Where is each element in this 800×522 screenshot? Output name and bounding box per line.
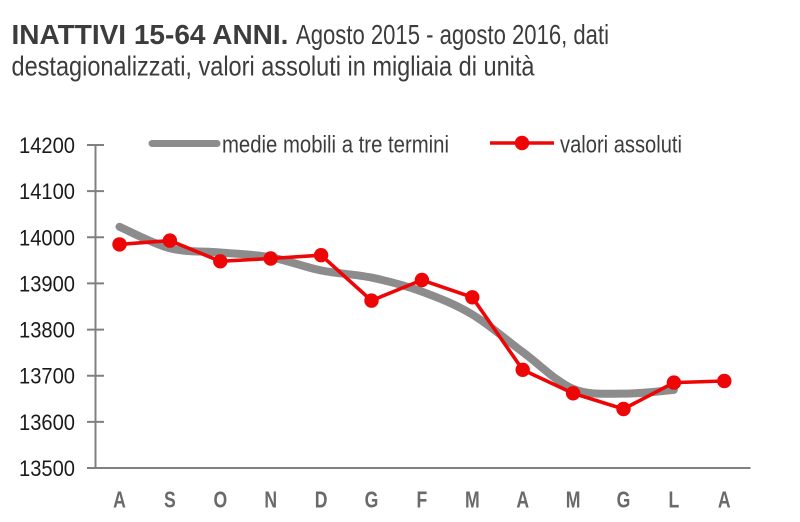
svg-text:valori assoluti: valori assoluti: [560, 132, 682, 159]
svg-text:A: A: [516, 487, 529, 513]
svg-text:14100: 14100: [19, 179, 75, 204]
svg-text:S: S: [164, 487, 176, 513]
svg-text:14000: 14000: [19, 225, 75, 250]
svg-text:A: A: [718, 487, 731, 513]
svg-text:13900: 13900: [19, 271, 75, 296]
svg-text:13800: 13800: [19, 318, 75, 343]
svg-text:INATTIVI 15-64 ANNI.: INATTIVI 15-64 ANNI.: [12, 19, 289, 50]
svg-text:N: N: [264, 487, 277, 513]
svg-text:Agosto 2015 - agosto 2016, dat: Agosto 2015 - agosto 2016, dati: [296, 19, 609, 50]
svg-text:13600: 13600: [19, 410, 75, 435]
svg-text:destagionalizzati, valori asso: destagionalizzati, valori assoluti in mi…: [12, 51, 536, 82]
svg-text:M: M: [465, 487, 480, 513]
svg-text:O: O: [213, 487, 227, 513]
svg-text:L: L: [669, 487, 680, 513]
svg-text:13500: 13500: [19, 456, 75, 481]
svg-text:A: A: [113, 487, 126, 513]
svg-text:13700: 13700: [19, 364, 75, 389]
svg-text:G: G: [365, 487, 379, 513]
svg-text:medie mobili a tre termini: medie mobili a tre termini: [222, 132, 449, 159]
svg-text:D: D: [315, 487, 328, 513]
svg-text:M: M: [566, 487, 581, 513]
svg-text:F: F: [417, 487, 428, 513]
svg-text:G: G: [617, 487, 631, 513]
svg-text:14200: 14200: [19, 133, 75, 158]
